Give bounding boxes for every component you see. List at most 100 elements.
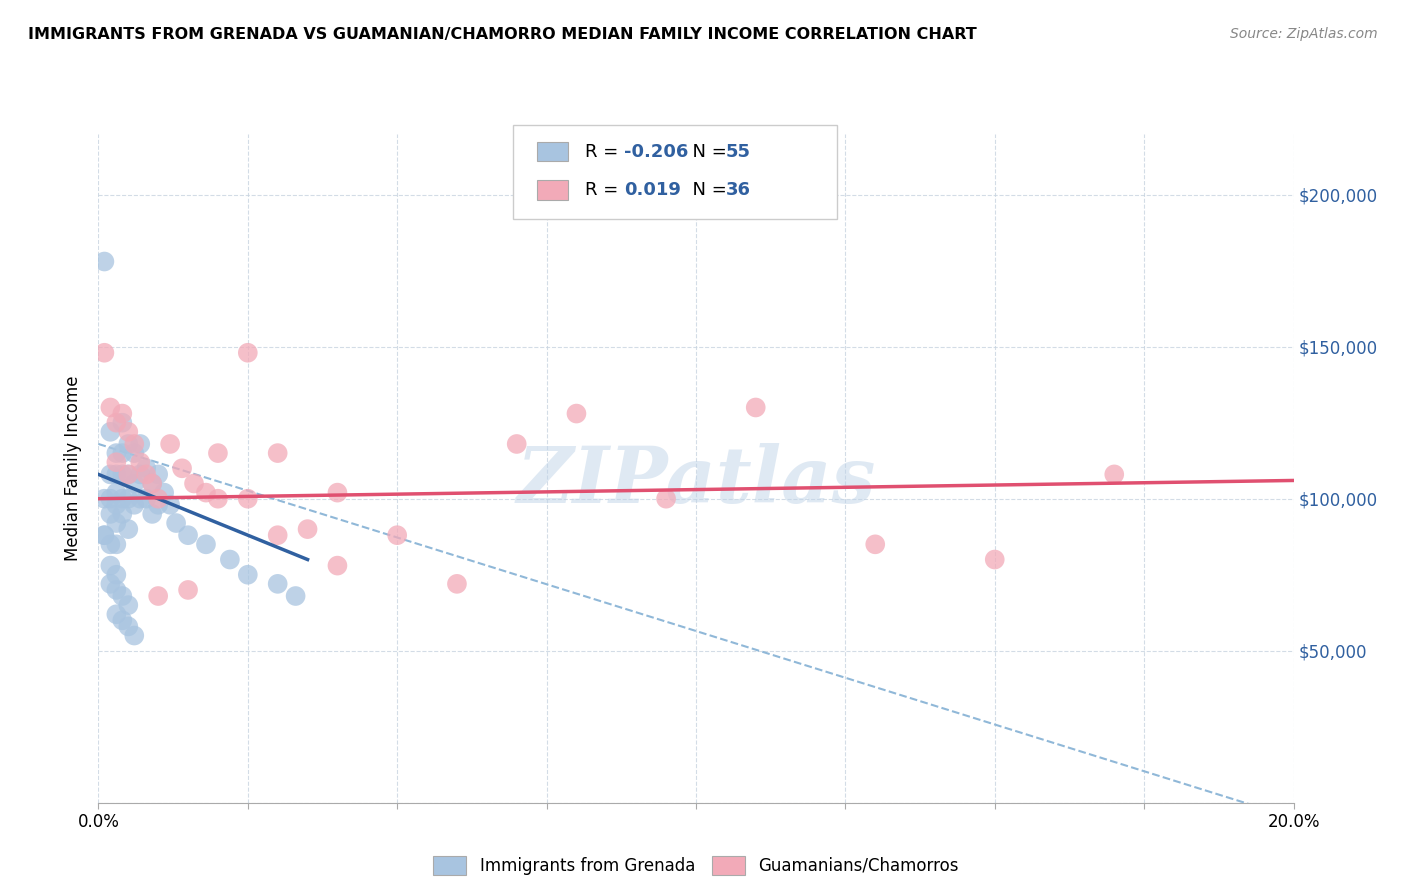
- Text: ZIPatlas: ZIPatlas: [516, 443, 876, 520]
- Point: [385, 528, 409, 542]
- Point: [117, 467, 139, 482]
- Point: [93, 254, 115, 268]
- Point: [105, 516, 128, 530]
- Point: [93, 491, 115, 506]
- Point: [100, 558, 122, 573]
- Point: [124, 437, 146, 451]
- Point: [129, 455, 152, 469]
- Text: IMMIGRANTS FROM GRENADA VS GUAMANIAN/CHAMORRO MEDIAN FAMILY INCOME CORRELATION C: IMMIGRANTS FROM GRENADA VS GUAMANIAN/CHA…: [28, 27, 977, 42]
- Point: [105, 485, 128, 500]
- Point: [124, 628, 146, 642]
- Point: [124, 498, 146, 512]
- Point: [148, 498, 170, 512]
- Text: Source: ZipAtlas.com: Source: ZipAtlas.com: [1230, 27, 1378, 41]
- Point: [105, 498, 128, 512]
- Point: [100, 425, 122, 439]
- Point: [141, 476, 163, 491]
- Point: [195, 485, 218, 500]
- Text: 36: 36: [725, 181, 751, 199]
- Point: [100, 491, 122, 506]
- Point: [111, 467, 134, 482]
- Point: [177, 528, 200, 542]
- Text: R =: R =: [585, 181, 630, 199]
- Point: [105, 455, 128, 469]
- Point: [100, 507, 122, 521]
- Point: [93, 345, 115, 359]
- Point: [105, 567, 128, 582]
- Point: [105, 537, 128, 551]
- Point: [267, 528, 290, 542]
- Point: [159, 437, 181, 451]
- Point: [284, 589, 307, 603]
- Point: [148, 589, 170, 603]
- Point: [207, 491, 229, 506]
- Point: [111, 589, 134, 603]
- Point: [105, 416, 128, 430]
- Point: [506, 437, 529, 451]
- Point: [141, 507, 163, 521]
- Point: [1104, 467, 1126, 482]
- Point: [446, 577, 468, 591]
- Point: [219, 552, 242, 566]
- Point: [117, 598, 139, 612]
- Text: -0.206: -0.206: [624, 143, 689, 161]
- Point: [148, 491, 170, 506]
- Point: [117, 467, 139, 482]
- Point: [105, 446, 128, 460]
- Point: [172, 461, 194, 475]
- Point: [117, 491, 139, 506]
- Point: [183, 476, 205, 491]
- Point: [111, 507, 134, 521]
- Text: N =: N =: [681, 143, 733, 161]
- Point: [124, 476, 146, 491]
- Point: [141, 476, 163, 491]
- Point: [236, 345, 259, 359]
- Point: [100, 401, 122, 415]
- Point: [148, 467, 170, 482]
- Point: [195, 537, 218, 551]
- Point: [117, 425, 139, 439]
- Point: [124, 446, 146, 460]
- Point: [129, 491, 152, 506]
- Point: [565, 407, 588, 421]
- Point: [655, 491, 678, 506]
- Point: [93, 528, 115, 542]
- Point: [865, 537, 887, 551]
- Point: [100, 577, 122, 591]
- Point: [207, 446, 229, 460]
- Point: [177, 582, 200, 597]
- Point: [984, 552, 1007, 566]
- Point: [105, 582, 128, 597]
- Point: [111, 613, 134, 627]
- Point: [93, 528, 115, 542]
- Point: [153, 485, 176, 500]
- Point: [165, 516, 187, 530]
- Point: [117, 619, 139, 633]
- Point: [326, 485, 349, 500]
- Point: [129, 467, 152, 482]
- Point: [267, 446, 290, 460]
- Point: [111, 446, 134, 460]
- Point: [135, 461, 157, 475]
- Text: 55: 55: [725, 143, 751, 161]
- Y-axis label: Median Family Income: Median Family Income: [65, 376, 83, 561]
- Text: R =: R =: [585, 143, 624, 161]
- Legend: Immigrants from Grenada, Guamanians/Chamorros: Immigrants from Grenada, Guamanians/Cham…: [426, 849, 966, 881]
- Point: [111, 416, 134, 430]
- Text: 0.019: 0.019: [624, 181, 681, 199]
- Point: [129, 437, 152, 451]
- Point: [236, 567, 259, 582]
- Text: N =: N =: [681, 181, 733, 199]
- Point: [117, 522, 139, 536]
- Point: [326, 558, 349, 573]
- Point: [267, 577, 290, 591]
- Point: [100, 537, 122, 551]
- Point: [297, 522, 319, 536]
- Point: [100, 467, 122, 482]
- Point: [111, 491, 134, 506]
- Point: [135, 467, 157, 482]
- Point: [105, 607, 128, 622]
- Point: [105, 467, 128, 482]
- Point: [111, 407, 134, 421]
- Point: [159, 498, 181, 512]
